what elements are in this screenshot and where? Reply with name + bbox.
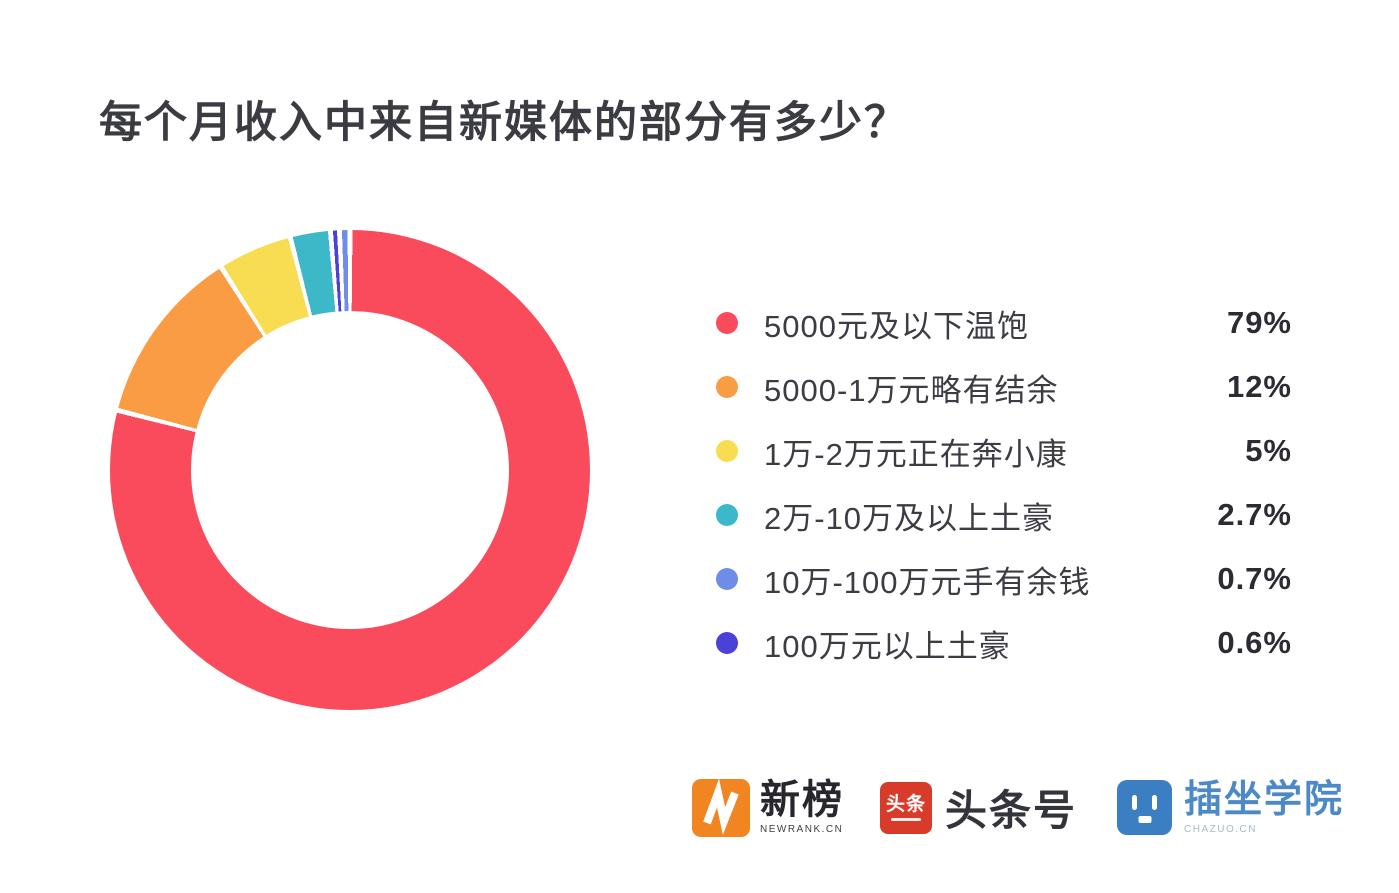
chazuo-domain: CHAZUO.CN (1184, 823, 1257, 835)
legend-dot (716, 568, 738, 590)
chazuo-name: 插坐学院 (1184, 778, 1345, 821)
legend-row: 5000元及以下温饱 79% (716, 305, 1292, 344)
toutiao-icon-text: 头条 (885, 793, 926, 815)
donut-chart (110, 230, 590, 710)
face-mouth-icon (1138, 816, 1152, 823)
face-eye-icon (1152, 795, 1158, 810)
lightning-n-icon (703, 778, 739, 835)
legend-label: 5000-1万元略有结余 (764, 372, 1059, 408)
legend-value: 79% (1226, 305, 1292, 340)
legend-dot (716, 632, 738, 654)
legend-label: 5000元及以下温饱 (764, 308, 1029, 344)
toutiao-icon-bar (891, 817, 921, 821)
legend-value: 5% (1245, 433, 1292, 468)
chazuo-face-icon (1117, 780, 1173, 835)
newrank-logo: 新榜 NEWRANK.CN (692, 778, 844, 837)
donut-hole (191, 311, 509, 629)
newrank-text: 新榜 NEWRANK.CN (760, 780, 844, 835)
legend-row: 2万-10万及以上土豪 2.7% (716, 497, 1292, 536)
newrank-name: 新榜 (760, 778, 844, 822)
legend-label: 100万元以上土豪 (764, 628, 1011, 664)
face-eye-icon (1132, 795, 1138, 810)
legend-row: 100万元以上土豪 0.6% (716, 625, 1292, 664)
chazuo-text: 插坐学院 CHAZUO.CN (1184, 781, 1344, 835)
legend-row: 10万-100万元手有余钱 0.7% (716, 561, 1292, 600)
legend-row: 5000-1万元略有结余 12% (716, 369, 1292, 408)
legend-dot (716, 504, 738, 526)
legend-dot (716, 376, 738, 398)
legend-dot (716, 312, 738, 334)
legend-row: 1万-2万元正在奔小康 5% (716, 433, 1292, 472)
legend-value: 0.7% (1217, 561, 1292, 596)
toutiao-logo: 头条 头条号 (880, 777, 1077, 838)
footer-logos: 新榜 NEWRANK.CN 头条 头条号 插坐学院 CHAZUO.CN (692, 777, 1344, 838)
legend-value: 12% (1226, 369, 1292, 404)
newrank-domain: NEWRANK.CN (760, 824, 844, 835)
chazuo-logo: 插坐学院 CHAZUO.CN (1117, 780, 1344, 835)
legend-label: 2万-10万及以上土豪 (764, 500, 1055, 536)
legend-dot (716, 440, 738, 462)
legend-label: 1万-2万元正在奔小康 (764, 436, 1068, 472)
newrank-icon (692, 778, 750, 837)
legend-label: 10万-100万元手有余钱 (764, 564, 1091, 600)
chart-title: 每个月收入中来自新媒体的部分有多少？ (99, 99, 909, 147)
toutiao-name: 头条号 (945, 787, 1078, 834)
toutiao-icon: 头条 (880, 781, 932, 834)
legend-value: 0.6% (1217, 625, 1292, 660)
legend: 5000元及以下温饱 79% 5000-1万元略有结余 12% 1万-2万元正在… (716, 305, 1292, 689)
legend-value: 2.7% (1217, 497, 1292, 532)
